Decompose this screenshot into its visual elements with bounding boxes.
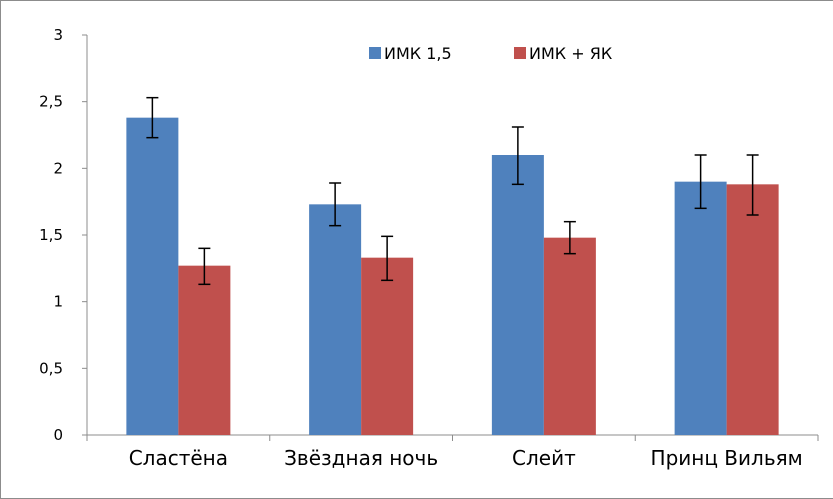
y-tick-label: 2 [53,159,63,177]
x-category-label: Принц Вильям [651,446,803,470]
x-category-label: Слейт [512,446,576,470]
bar-series-2 [361,257,414,435]
bar-series-1 [126,117,179,436]
bars [126,117,779,436]
y-tick-label: 3 [53,26,63,44]
bar-series-1 [309,204,362,435]
y-tick-label: 0,5 [39,359,63,377]
legend-swatch-series-2 [514,47,526,59]
x-category-label: Сластёна [129,446,228,470]
y-tick-label: 1 [53,293,63,311]
bar-series-2 [726,184,779,435]
x-category-label: Звёздная ночь [284,446,438,470]
y-tick-label: 2,5 [39,93,63,111]
y-tick-label: 0 [53,426,63,444]
bar-series-1 [674,181,727,435]
y-axis: 0 0,5 1 1,5 2 2,5 3 [39,26,88,444]
bar-series-2 [543,237,596,435]
legend-label-series-2: ИМК + ЯК [529,44,613,63]
bar-series-1 [491,155,544,435]
legend-label-series-1: ИМК 1,5 [384,44,452,63]
bar-series-2 [178,265,231,435]
error-bars [146,96,759,286]
legend: ИМК 1,5 ИМК + ЯК [369,44,613,63]
y-tick-label: 1,5 [39,226,63,244]
x-axis: Сластёна Звёздная ночь Слейт Принц Вильям [86,434,819,470]
legend-swatch-series-1 [369,47,381,59]
